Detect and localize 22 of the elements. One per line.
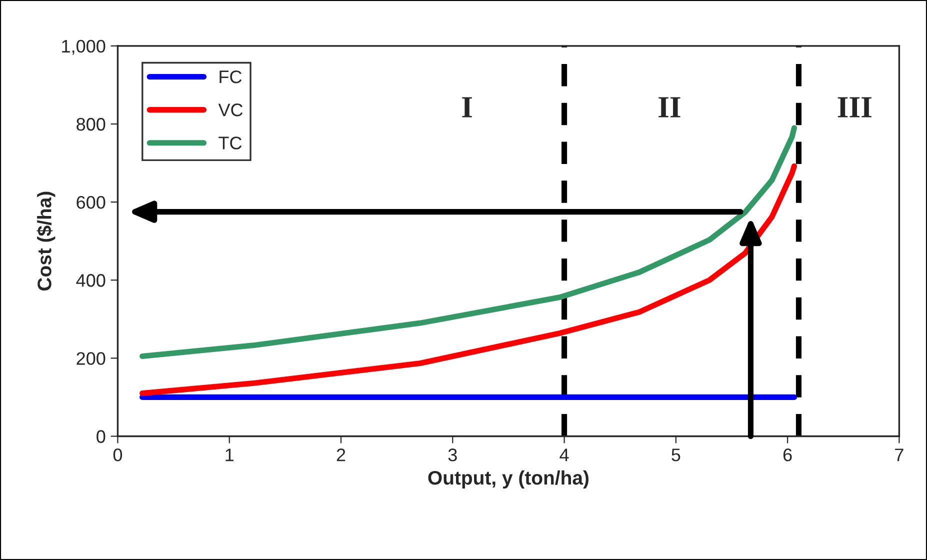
annotation: III: [838, 97, 872, 118]
legend-label: VC: [218, 104, 243, 116]
annotation: II: [658, 97, 680, 118]
y-tick-label: 800: [76, 118, 106, 131]
x-axis-title: Output, y (ton/ha): [428, 470, 588, 489]
y-axis-title: Cost ($/ha): [36, 192, 56, 291]
x-tick-label: 3: [448, 448, 457, 462]
x-tick-label: 1: [226, 448, 234, 462]
y-tick-label: 600: [76, 196, 106, 209]
legend-label: TC: [218, 136, 242, 150]
legend-label: FC: [220, 70, 242, 84]
y-tick-label: 1,000: [62, 40, 106, 55]
x-tick-label: 5: [672, 448, 680, 462]
y-tick-label: 200: [76, 352, 106, 365]
annotation: I: [462, 97, 472, 118]
x-tick-label: 6: [783, 448, 792, 462]
x-tick-label: 4: [560, 448, 569, 462]
y-tick-label: 400: [76, 274, 106, 287]
x-tick-label: 0: [113, 448, 122, 462]
x-tick-label: 2: [336, 448, 346, 462]
y-tick-label: 0: [96, 430, 106, 443]
x-tick-label: 7: [895, 448, 904, 462]
